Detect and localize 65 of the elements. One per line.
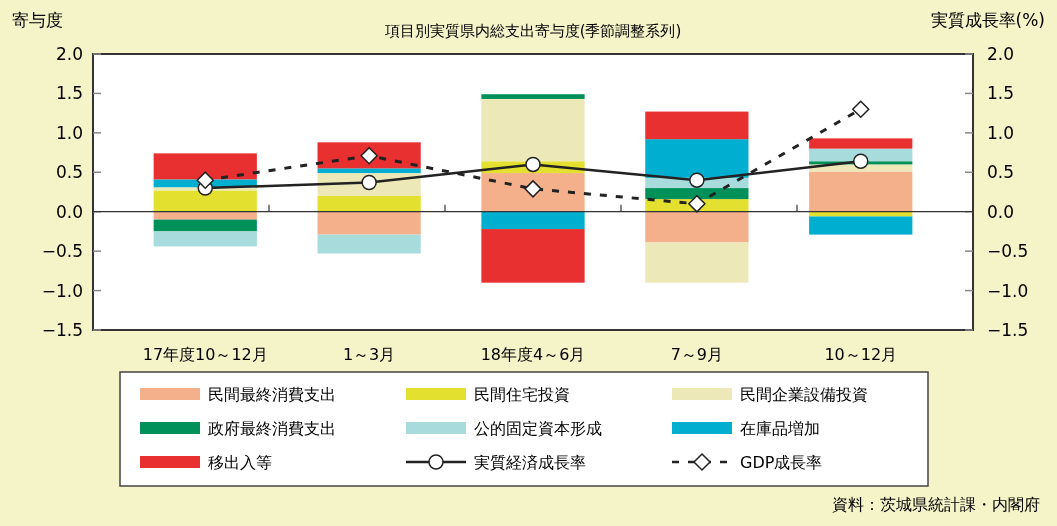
bar <box>317 234 421 254</box>
point <box>525 156 541 173</box>
bar <box>317 195 421 212</box>
y2-tick-label: 2.0 <box>987 44 1015 64</box>
bar <box>809 216 913 235</box>
bar <box>809 138 913 149</box>
bar <box>645 188 749 200</box>
point <box>852 100 870 118</box>
y2-tick-label: −1.5 <box>987 320 1029 340</box>
y-tick-label: 0.0 <box>55 201 83 222</box>
legend-label: 民間住宅投資 <box>474 385 570 404</box>
y-axis-title: 寄与度 <box>12 10 63 30</box>
bar <box>481 229 585 283</box>
y2-tick-label: 0.0 <box>987 201 1015 222</box>
point <box>688 195 706 213</box>
legend-label: 政府最終消費支出 <box>208 419 336 438</box>
legend-label: 実質経済成長率 <box>474 453 586 472</box>
y2-tick-label: −0.5 <box>987 241 1029 262</box>
bar <box>645 111 749 140</box>
text: 資料：茨城県統計課・内閣府 <box>832 495 1040 514</box>
x-tick-label: 1～3月 <box>342 345 396 364</box>
legend-label: GDP成長率 <box>740 453 823 472</box>
bar <box>153 190 257 212</box>
y-tick-label: 2.0 <box>55 44 83 64</box>
y2-tick-label: 1.0 <box>987 122 1015 143</box>
y-tick-label: 1.0 <box>55 122 83 143</box>
bar <box>153 211 257 220</box>
bar <box>153 153 257 180</box>
y2-axis-title: 実質成長率(%) <box>930 10 1045 30</box>
y-tick-label: −1.0 <box>41 280 83 301</box>
bar <box>317 168 421 174</box>
x-tick-label: 10～12月 <box>824 345 898 364</box>
bar <box>481 98 585 162</box>
x-tick-label: 17年度10～12月 <box>142 345 268 364</box>
y2-tick-label: 1.5 <box>987 83 1015 104</box>
point <box>360 146 378 165</box>
bar <box>809 171 913 212</box>
point <box>196 171 214 189</box>
x-tick-label: 7～9月 <box>670 345 724 364</box>
y-tick-label: 1.5 <box>55 83 83 104</box>
bar <box>317 211 421 235</box>
legend-label: 民間最終消費支出 <box>208 385 336 404</box>
bar <box>645 139 749 178</box>
bar <box>153 231 257 247</box>
bar <box>645 211 749 243</box>
point <box>689 172 705 188</box>
legend-label: 公的固定資本形成 <box>474 419 602 438</box>
legend-label: 民間企業設備投資 <box>740 385 868 404</box>
bar <box>481 173 585 212</box>
point <box>853 153 869 169</box>
y-tick-label: −1.5 <box>41 320 83 340</box>
bar <box>481 94 585 99</box>
point <box>524 180 542 198</box>
legend-label: 移出入等 <box>208 453 272 472</box>
y2-tick-label: −1.0 <box>987 280 1029 301</box>
bar <box>481 211 585 230</box>
y-tick-label: 0.5 <box>55 162 83 183</box>
bar <box>153 219 257 232</box>
y2-tick-label: 0.5 <box>987 162 1015 183</box>
bar <box>645 242 749 283</box>
point <box>361 174 377 191</box>
chart-title: 項目別実質県内総支出寄与度(季節調整系列) <box>383 22 682 40</box>
x-tick-label: 18年度4～6月 <box>480 345 586 364</box>
y-tick-label: −0.5 <box>41 241 83 262</box>
legend-label: 在庫品増加 <box>740 419 820 438</box>
